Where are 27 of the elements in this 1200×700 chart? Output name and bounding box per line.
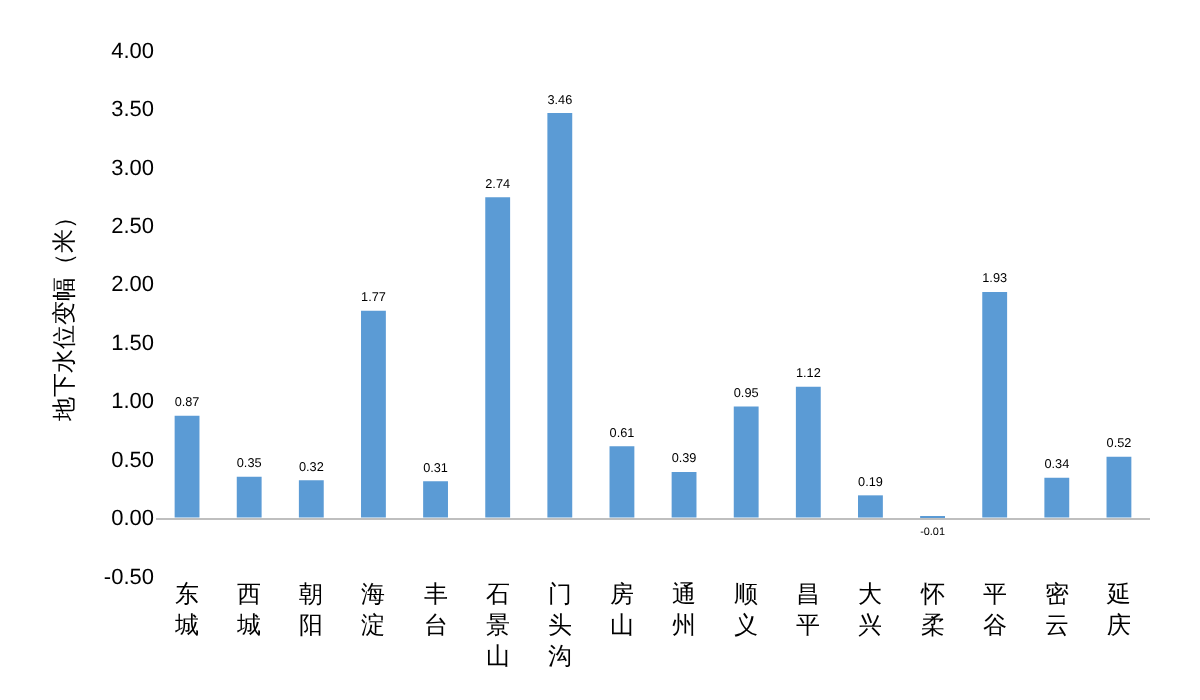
y-tick-label: 3.00 [111,156,154,181]
y-axis-title: 地下水位变幅（米） [50,205,79,423]
x-tick-label: 延庆 [1104,580,1131,640]
x-tick-label: 大兴 [858,580,883,640]
x-tick-label: 石景山 [485,580,510,671]
x-tick-label: 丰台 [423,580,448,640]
y-tick-label: 4.00 [111,39,154,64]
x-tick-label: 怀柔 [918,580,945,640]
x-tick-label: 昌平 [796,580,821,640]
x-tick-label: 西城 [235,580,262,640]
x-tick-label: 通州 [672,580,697,640]
x-tick-label: 海淀 [361,580,386,640]
x-tick-label: 门头沟 [547,580,572,671]
x-tick-label: 密云 [1044,580,1069,640]
x-tick-label: 平谷 [982,580,1007,640]
y-tick-label: 0.00 [111,507,154,532]
y-tick-label: 3.50 [111,98,154,123]
y-tick-label: -0.50 [103,565,154,590]
x-tick-label: 顺义 [734,580,759,640]
x-tick-label: 东城 [173,580,200,640]
y-tick-label: 0.50 [111,448,154,473]
y-tick-label: 1.50 [111,331,154,356]
x-tick-label: 朝阳 [299,580,324,640]
y-tick-label: 1.00 [111,390,154,415]
x-tick-label: 房山 [609,580,634,640]
y-tick-label: 2.00 [111,273,154,298]
y-tick-label: 2.50 [111,215,154,240]
